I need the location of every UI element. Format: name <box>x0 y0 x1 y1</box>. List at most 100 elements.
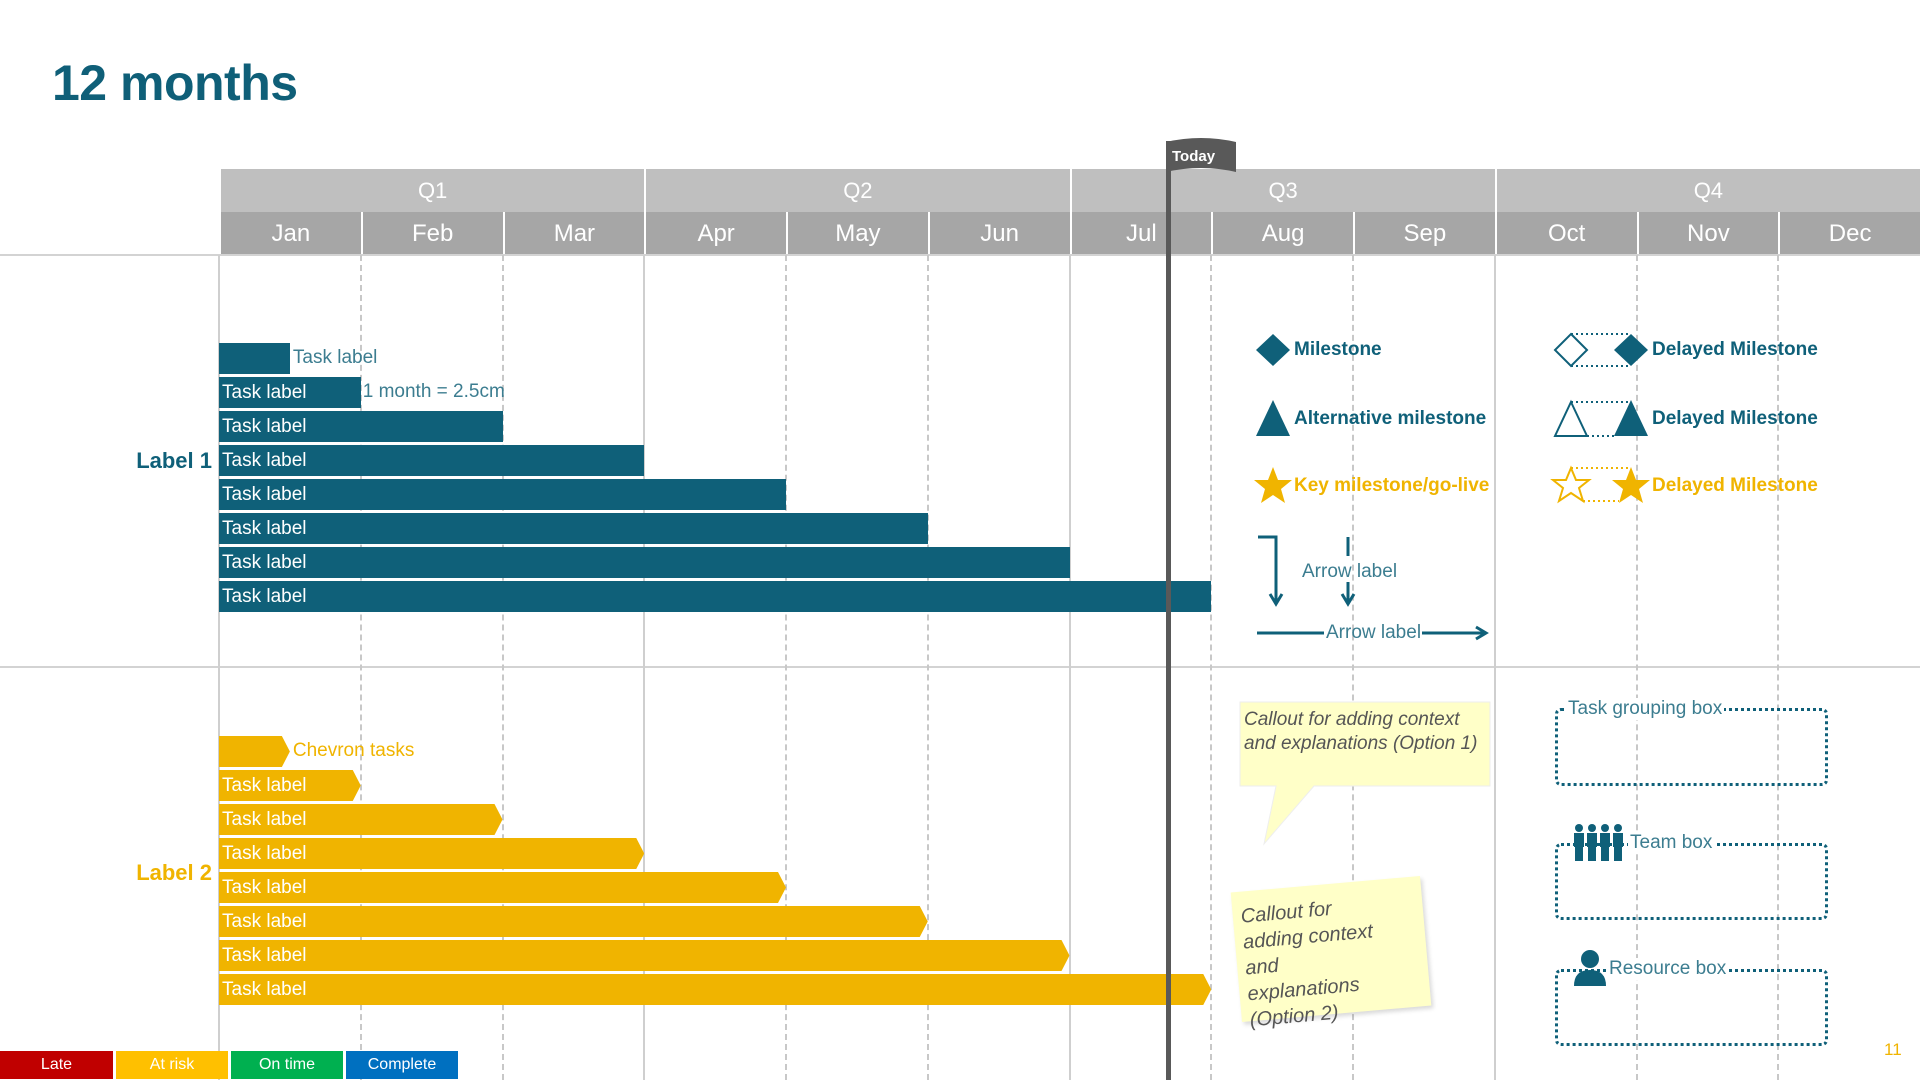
chevron-task-bar[interactable]: Task label <box>219 838 644 869</box>
task-label: Task label <box>292 347 378 368</box>
quarter-gridline <box>643 255 646 1080</box>
legend-alt-milestone: Alternative milestone <box>1294 408 1487 429</box>
group-label-2: Label 2 <box>136 860 212 885</box>
sticky-note: Callout for adding context and explanati… <box>1230 875 1432 1031</box>
legend-delayed-milestone: Delayed Milestone <box>1652 339 1818 360</box>
status-on-time: On time <box>231 1051 343 1079</box>
month-aug: Aug <box>1211 212 1353 255</box>
horizontal-arrow-icon <box>1257 625 1489 641</box>
header-divider <box>0 254 1920 256</box>
chevron-task-bar[interactable]: Task label <box>219 872 786 903</box>
task-bar[interactable] <box>219 343 290 374</box>
task-grouping-label: Task grouping box <box>1566 698 1725 720</box>
today-label: Today <box>1172 148 1216 165</box>
callout-option-1: Callout for adding context and explanati… <box>1244 709 1478 754</box>
task-label: Task label <box>222 842 307 864</box>
arrow-label-vertical: Arrow label <box>1302 561 1398 582</box>
month-gridline <box>1777 255 1780 1080</box>
month-gridline <box>359 255 362 1080</box>
delayed-milestone-triangle-icon <box>1553 399 1648 437</box>
task-bar[interactable]: Task label <box>219 377 361 408</box>
quarter-gridline <box>1068 255 1071 1080</box>
group-divider <box>0 666 1920 668</box>
group-label-1: Label 1 <box>136 448 212 473</box>
key-milestone-star-icon <box>1254 467 1292 503</box>
quarter-gridline <box>218 255 220 1080</box>
task-label: Task label <box>222 910 307 932</box>
team-icon <box>1574 824 1623 861</box>
quarter-q4: Q4 <box>1494 169 1920 212</box>
alt-milestone-triangle-icon <box>1256 400 1290 436</box>
month-gridline <box>1635 255 1638 1080</box>
arrow-label-horizontal: Arrow label <box>1326 622 1422 643</box>
month-nov: Nov <box>1636 212 1779 255</box>
task-bar[interactable]: Task label <box>219 513 928 544</box>
task-label: Task label <box>222 585 307 607</box>
task-label: Task label <box>222 449 307 471</box>
legend-milestone: Milestone <box>1294 339 1382 360</box>
status-complete: Complete <box>346 1051 458 1079</box>
quarter-q3: Q3 <box>1069 169 1495 212</box>
legend-delayed-key-milestone: Delayed Milestone <box>1652 475 1818 496</box>
callout-bubble-shape <box>1239 701 1491 846</box>
status-at-risk: At risk <box>116 1051 228 1079</box>
month-mar: Mar <box>502 212 645 255</box>
month-gridline <box>785 255 787 1080</box>
chevron-task-bar[interactable] <box>219 736 290 767</box>
task-bar[interactable]: Task label <box>219 479 786 510</box>
month-feb: Feb <box>360 212 503 255</box>
task-label: Task label <box>222 774 307 796</box>
milestone-diamond-icon <box>1256 334 1290 366</box>
page-title: 12 months <box>52 55 298 111</box>
legend-delayed-alt-milestone: Delayed Milestone <box>1652 408 1818 429</box>
task-bar[interactable]: Task label <box>219 547 1070 578</box>
delayed-key-milestone-star-icon <box>1550 465 1650 504</box>
task-label: Task label <box>222 415 307 437</box>
task-label: Task label <box>222 944 307 966</box>
today-line <box>1166 141 1171 1080</box>
delayed-milestone-diamond-icon <box>1553 332 1648 368</box>
chevron-task-bar[interactable]: Task label <box>219 770 361 801</box>
milestone-legend-shapes <box>1254 332 1650 641</box>
month-gridline <box>1352 255 1354 1080</box>
task-label: Task label <box>222 876 307 898</box>
task-label: Chevron tasks <box>292 740 415 761</box>
task-label: Task label <box>222 517 307 539</box>
quarter-q1: Q1 <box>219 169 645 212</box>
today-flag-icon <box>1166 138 1236 172</box>
task-label: Task label <box>222 551 307 573</box>
quarter-gridline <box>1493 255 1496 1080</box>
month-oct: Oct <box>1494 212 1637 255</box>
callout-option-2: Callout for adding context and explanati… <box>1239 897 1374 1032</box>
month-jan: Jan <box>219 212 361 255</box>
month-gridline <box>501 255 504 1080</box>
task-label: Task label <box>222 978 307 1000</box>
month-jul: Jul <box>1069 212 1212 255</box>
elbow-arrow-icon <box>1258 535 1284 607</box>
month-sep: Sep <box>1353 212 1495 255</box>
month-may: May <box>786 212 928 255</box>
vertical-arrow-icon <box>1340 537 1356 607</box>
task-bar[interactable]: Task label <box>219 581 1212 612</box>
chevron-task-bar[interactable]: Task label <box>219 906 928 937</box>
chevron-task-bar[interactable]: Task label <box>219 974 1211 1005</box>
scale-note: 1 month = 2.5cm <box>362 381 505 402</box>
month-gridline <box>1210 255 1213 1080</box>
month-gridline <box>926 255 929 1080</box>
quarter-q2: Q2 <box>644 169 1070 212</box>
month-dec: Dec <box>1778 212 1920 255</box>
resource-box-label: Resource box <box>1607 958 1729 980</box>
month-jun: Jun <box>927 212 1070 255</box>
task-bar[interactable]: Task label <box>219 411 503 442</box>
person-icon <box>1574 950 1606 986</box>
month-apr: Apr <box>644 212 786 255</box>
task-bar[interactable]: Task label <box>219 445 645 476</box>
chevron-task-bar[interactable]: Task label <box>219 940 1070 971</box>
status-late: Late <box>0 1051 113 1079</box>
page-number: 11 <box>1884 1040 1902 1059</box>
chevron-task-bar[interactable]: Task label <box>219 804 503 835</box>
task-label: Task label <box>222 381 307 403</box>
team-box-label: Team box <box>1628 832 1715 854</box>
task-label: Task label <box>222 808 307 830</box>
legend-key-milestone: Key milestone/go-live <box>1294 475 1490 496</box>
